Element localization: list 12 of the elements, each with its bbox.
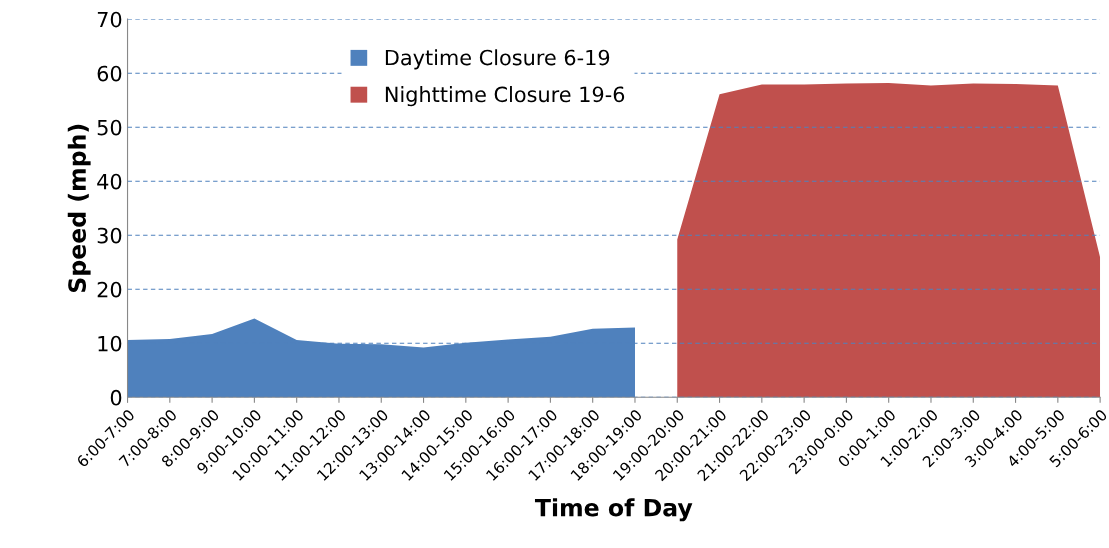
y-tick-label: 20 bbox=[97, 281, 122, 298]
y-tick-label: 60 bbox=[97, 65, 122, 82]
x-axis-title: Time of Day bbox=[534, 498, 693, 522]
legend-label: Nighttime Closure 19-6 bbox=[385, 86, 625, 107]
y-axis-title: Speed (mph) bbox=[67, 124, 91, 293]
y-tick-label: 70 bbox=[97, 11, 122, 28]
y-tick-label: 50 bbox=[97, 119, 122, 136]
y-tick-label: 10 bbox=[98, 335, 122, 352]
y-tick-label: 0 bbox=[110, 389, 122, 406]
y-tick-label: 40 bbox=[97, 173, 122, 190]
legend-label: Daytime Closure 6-19 bbox=[385, 49, 610, 70]
y-tick-label: 30 bbox=[97, 227, 122, 244]
